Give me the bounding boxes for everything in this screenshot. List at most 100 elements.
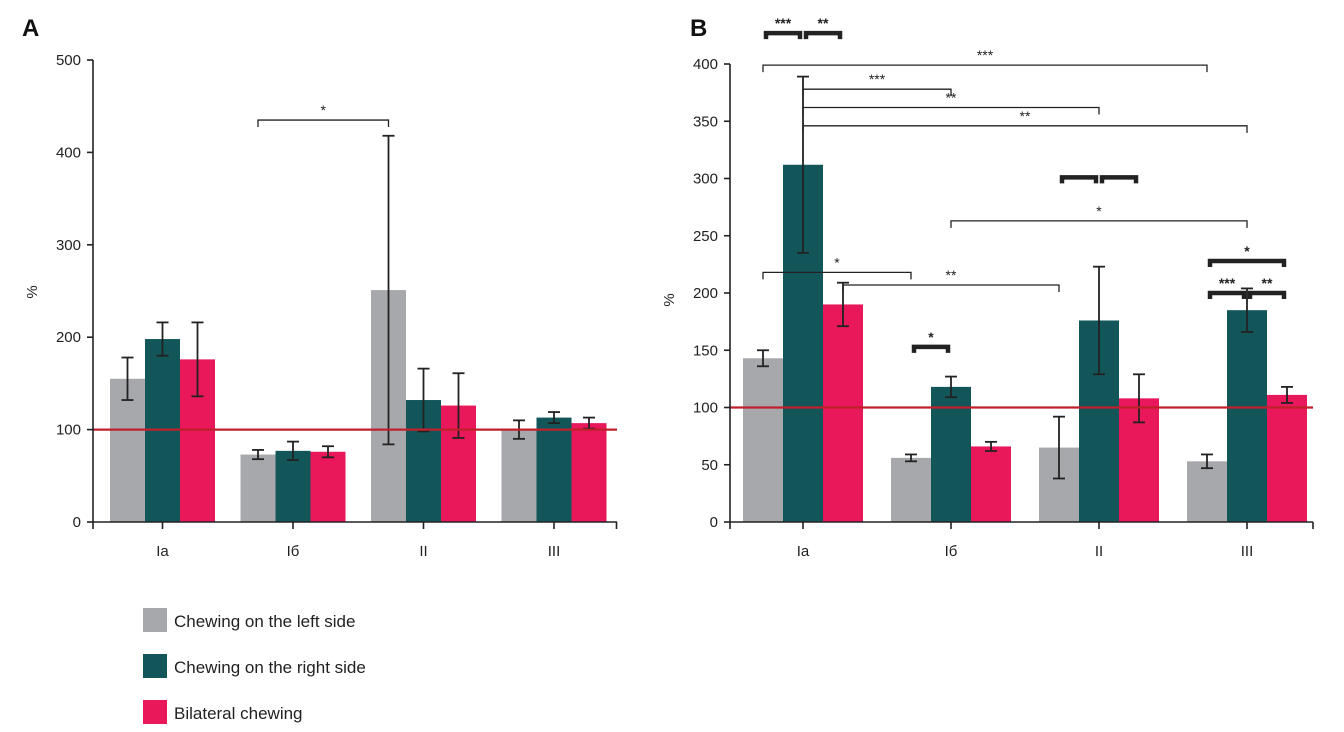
panel-letter-b: B bbox=[690, 15, 707, 42]
panel-b-bar-right-3 bbox=[1227, 310, 1267, 522]
legend-item-left: Chewing on the left side bbox=[143, 608, 355, 632]
panel-b-y-tick-label: 200 bbox=[693, 285, 718, 302]
panel-a-error-bar-right-3 bbox=[548, 411, 560, 425]
panel-b-x-tick-label-3: III bbox=[1241, 543, 1254, 560]
significance-label: * bbox=[1244, 243, 1250, 259]
panel-a-error-bar-bilateral-1 bbox=[322, 445, 334, 459]
panel-b-significance-bracket-3: *** bbox=[802, 71, 952, 97]
significance-bracket-line bbox=[803, 30, 843, 40]
panel-a-x-tick-label-3: III bbox=[548, 543, 561, 560]
significance-bracket-line bbox=[911, 344, 951, 353]
panel-b-bar-bilateral-1 bbox=[971, 446, 1011, 522]
panel-b-significance-bracket-2: *** bbox=[762, 47, 1208, 73]
panel-a-error-bar-bilateral-0 bbox=[191, 321, 204, 398]
panel-b-bar-left-0 bbox=[743, 358, 783, 522]
significance-label: *** bbox=[977, 47, 994, 63]
panel-a-bar-left-1 bbox=[240, 454, 276, 522]
panel-b-x-tick-label-1: Iб bbox=[945, 543, 958, 560]
significance-bracket-line bbox=[762, 64, 1208, 73]
panel-b-error-bar-left-0 bbox=[757, 349, 769, 368]
panel-b-error-bar-bilateral-2 bbox=[1133, 373, 1145, 424]
panel-b-error-bar-right-1 bbox=[945, 375, 957, 399]
panel-b-significance-bracket-9: * bbox=[911, 329, 951, 353]
significance-bracket-line bbox=[1099, 175, 1139, 184]
significance-bracket-line bbox=[1247, 290, 1287, 299]
panel-a-bar-right-3 bbox=[536, 417, 572, 522]
panel-b-significance-bracket-6: * bbox=[950, 203, 1248, 228]
legend-item-right: Chewing on the right side bbox=[143, 654, 366, 678]
panel-b-y-axis-label: % bbox=[661, 293, 678, 306]
significance-bracket-line bbox=[762, 271, 912, 280]
panel-b-significance-bracket-10 bbox=[1059, 175, 1099, 184]
significance-bracket-line bbox=[802, 88, 952, 97]
panel-a-bar-bilateral-1 bbox=[310, 451, 346, 522]
panel-b-y-tick-label: 0 bbox=[710, 514, 718, 531]
panel-a-y-tick-label: 400 bbox=[56, 144, 81, 161]
panel-a-y-tick-label: 300 bbox=[56, 237, 81, 254]
panel-b-significance-bracket-13: *** bbox=[1207, 275, 1247, 299]
panel-a-y-tick-label: 500 bbox=[56, 52, 81, 69]
panel-b-significance-bracket-12: * bbox=[1207, 243, 1287, 267]
significance-label: ** bbox=[818, 15, 829, 31]
panel-b-bar-left-1 bbox=[891, 457, 931, 522]
legend: Chewing on the left side Chewing on the r… bbox=[143, 608, 366, 724]
legend-label-right: Chewing on the right side bbox=[174, 658, 366, 677]
panel-b-error-bar-left-2 bbox=[1053, 415, 1065, 480]
significance-label: *** bbox=[775, 15, 792, 31]
legend-item-bilateral: Bilateral chewing bbox=[143, 700, 303, 724]
panel-b-error-bar-bilateral-3 bbox=[1281, 385, 1293, 404]
panel-b-significance-bracket-14: ** bbox=[1247, 275, 1287, 299]
panel-b-bar-left-3 bbox=[1187, 461, 1227, 522]
panel-b-y-tick-label: 150 bbox=[693, 342, 718, 359]
panel-b-significance-bracket-7: * bbox=[762, 254, 912, 280]
panel-b-error-bar-left-3 bbox=[1201, 453, 1213, 470]
panel-a-error-bar-right-2 bbox=[417, 367, 430, 433]
panel-a-x-tick-label-2: II bbox=[419, 543, 427, 560]
significance-bracket-line bbox=[1059, 175, 1099, 184]
panel-b-y-tick-label: 400 bbox=[693, 56, 718, 73]
panel-b-x-tick-label-0: Ia bbox=[797, 543, 810, 560]
panel-a-y-tick-label: 100 bbox=[56, 422, 81, 439]
panel-a-y-axis-label: % bbox=[24, 285, 41, 298]
significance-label: ** bbox=[1020, 108, 1031, 124]
panel-b-significance-bracket-4: ** bbox=[802, 90, 1100, 115]
panel-b-y-tick-label: 250 bbox=[693, 228, 718, 245]
significance-bracket-line bbox=[950, 220, 1248, 228]
significance-label: *** bbox=[869, 71, 886, 87]
panel-a-bar-bilateral-3 bbox=[571, 423, 607, 522]
significance-label: * bbox=[834, 254, 840, 270]
panel-b-significance-bracket-11 bbox=[1099, 175, 1139, 184]
panel-b-error-bar-bilateral-1 bbox=[985, 440, 997, 452]
significance-label: * bbox=[1096, 203, 1102, 219]
significance-label: * bbox=[321, 102, 327, 118]
panel-a-error-bar-left-0 bbox=[121, 356, 134, 401]
panel-a-significance-bracket-0: * bbox=[257, 102, 390, 128]
significance-bracket-line bbox=[257, 119, 390, 128]
panel-b-y-tick-label: 300 bbox=[693, 171, 718, 188]
significance-bracket-line bbox=[802, 125, 1248, 133]
significance-label: ** bbox=[1262, 275, 1273, 291]
panel-a-x-tick-label-0: Ia bbox=[156, 543, 169, 560]
legend-label-bilateral: Bilateral chewing bbox=[174, 704, 303, 723]
panel-a-y-tick-label: 0 bbox=[73, 514, 81, 531]
significance-label: ** bbox=[946, 90, 957, 106]
panel-a-error-bar-right-1 bbox=[287, 440, 299, 461]
panel-b-error-bar-left-1 bbox=[905, 453, 917, 463]
panel-b-y-tick-label: 100 bbox=[693, 400, 718, 417]
panel-a-bar-right-1 bbox=[275, 450, 311, 522]
panel-b-error-bar-right-0 bbox=[797, 75, 809, 254]
legend-swatch-right bbox=[143, 654, 167, 678]
significance-bracket-line bbox=[763, 30, 803, 40]
panel-a-x-tick-label-1: Iб bbox=[287, 543, 300, 560]
significance-label: *** bbox=[1219, 275, 1236, 291]
panel-b-significance-bracket-0: *** bbox=[763, 15, 803, 40]
significance-label: * bbox=[928, 329, 934, 345]
panel-b-significance-bracket-8: ** bbox=[842, 267, 1060, 292]
legend-label-left: Chewing on the left side bbox=[174, 612, 355, 631]
panel-a-y-tick-label: 200 bbox=[56, 329, 81, 346]
panel-b-bar-bilateral-0 bbox=[823, 304, 863, 522]
panel-b-y-tick-label: 50 bbox=[701, 457, 718, 474]
panel-b-significance-bracket-1: ** bbox=[803, 15, 843, 40]
